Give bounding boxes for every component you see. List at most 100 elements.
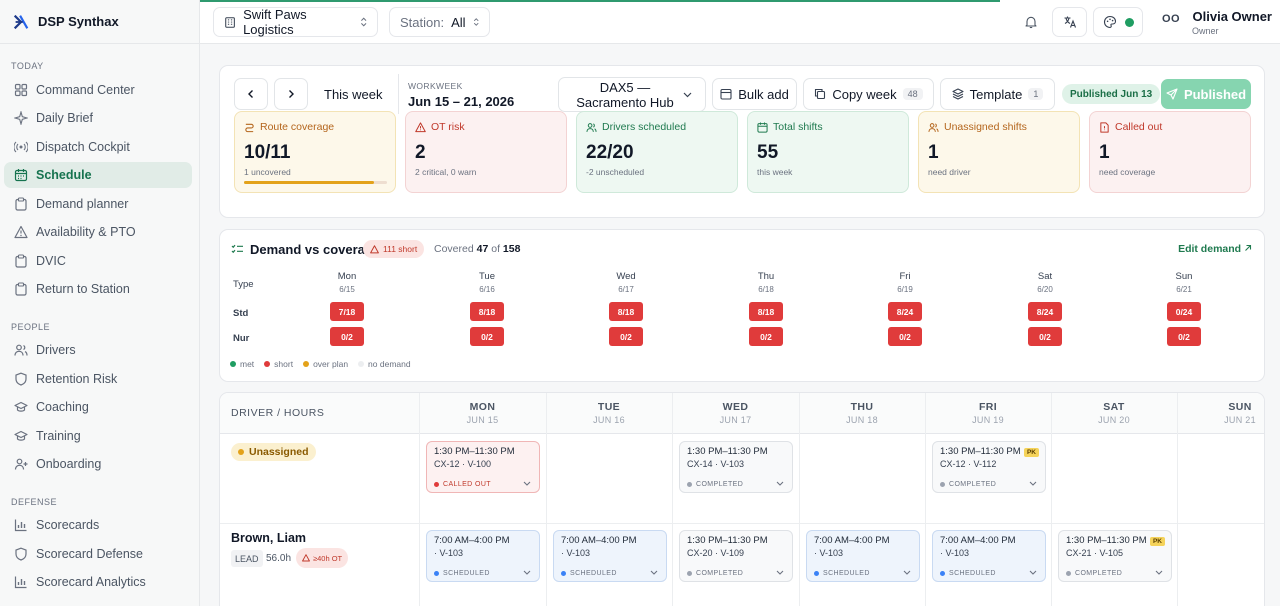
demand-cell-std[interactable]: 8/18 xyxy=(749,302,783,321)
sparkle-icon xyxy=(14,111,28,125)
sidebar-item-scorecards[interactable]: Scorecards xyxy=(4,512,192,538)
chevron-down-icon[interactable] xyxy=(1029,570,1037,575)
chevron-down-icon[interactable] xyxy=(650,570,658,575)
demand-cell-nur[interactable]: 0/2 xyxy=(470,327,504,346)
sidebar-item-scorecard-analytics[interactable]: Scorecard Analytics xyxy=(4,569,192,595)
theme-status-button[interactable] xyxy=(1093,7,1143,37)
template-button[interactable]: Template 1 xyxy=(940,78,1055,110)
users-icon xyxy=(14,344,28,356)
notifications-button[interactable] xyxy=(1016,7,1046,37)
chevron-down-icon[interactable] xyxy=(903,570,911,575)
sidebar-item-dvic[interactable]: DVIC xyxy=(4,248,192,274)
legend-label: over plan xyxy=(313,359,349,369)
demand-cell-nur[interactable]: 0/2 xyxy=(749,327,783,346)
demand-day-name: Tue xyxy=(478,271,496,282)
edit-demand-link[interactable]: Edit demand xyxy=(1178,243,1252,255)
sidebar-item-onboarding[interactable]: Onboarding xyxy=(4,451,192,477)
driver-name[interactable]: Brown, Liam xyxy=(231,531,307,545)
demand-cell-std[interactable]: 8/24 xyxy=(1028,302,1062,321)
broadcast-icon xyxy=(14,141,28,153)
shift-card[interactable]: 1:30 PM–11:30 PM CX-12 · V-112 COMPLETED PK xyxy=(932,441,1046,493)
sidebar-item-demand-planner[interactable]: Demand planner xyxy=(4,191,192,217)
route-icon xyxy=(245,123,254,132)
chevron-up-down-icon xyxy=(473,18,479,26)
sidebar-item-training[interactable]: Training xyxy=(4,423,192,449)
demand-cell-std[interactable]: 0/24 xyxy=(1167,302,1201,321)
sidebar-item-dispatch-cockpit[interactable]: Dispatch Cockpit xyxy=(4,134,192,160)
sidebar-item-label: Scorecards xyxy=(36,518,100,532)
online-status-dot xyxy=(1124,17,1134,27)
demand-cell-nur[interactable]: 0/2 xyxy=(888,327,922,346)
sidebar-item-availability-pto[interactable]: Availability & PTO xyxy=(4,219,192,245)
demand-cell-nur[interactable]: 0/2 xyxy=(1167,327,1201,346)
demand-day-header: Wed 6/17 xyxy=(596,271,656,294)
sidebar-item-coaching[interactable]: Coaching xyxy=(4,394,192,420)
sidebar-item-label: Scorecard Defense xyxy=(36,547,144,561)
schedule-header-row: DRIVER / HOURS MON JUN 15 TUE JUN 16 WED JUN … xyxy=(220,393,1264,434)
shift-status-label: COMPLETED xyxy=(949,481,997,488)
shift-card[interactable]: 7:00 AM–4:00 PM · V-103 SCHEDULED xyxy=(426,530,540,582)
shift-status-dot xyxy=(434,571,439,576)
chevron-down-icon[interactable] xyxy=(523,481,531,486)
demand-cell-nur[interactable]: 0/2 xyxy=(1028,327,1062,346)
chevron-down-icon[interactable] xyxy=(776,481,784,486)
demand-cell-nur[interactable]: 0/2 xyxy=(330,327,364,346)
this-week-button[interactable]: This week xyxy=(324,87,383,102)
demand-cell-nur[interactable]: 0/2 xyxy=(609,327,643,346)
shift-time: 1:30 PM–11:30 PM xyxy=(434,446,515,457)
sidebar-item-return-to-station[interactable]: Return to Station xyxy=(4,276,192,302)
demand-cell-std[interactable]: 8/24 xyxy=(888,302,922,321)
row-divider xyxy=(220,523,1264,524)
legend-dot-short xyxy=(264,361,271,367)
sidebar-item-label: Scorecard Analytics xyxy=(36,575,146,589)
avatar[interactable]: OO xyxy=(1162,13,1181,25)
station-hub-select[interactable]: DAX5 — Sacramento Hub xyxy=(558,77,706,112)
chevron-down-icon[interactable] xyxy=(1029,481,1037,486)
bulk-add-button[interactable]: Bulk add xyxy=(712,78,797,110)
sidebar-item-retention-risk[interactable]: Retention Risk xyxy=(4,366,192,392)
company-select[interactable]: Swift Paws Logistics xyxy=(213,7,378,37)
stat-unassigned-shifts[interactable]: Unassigned shifts 1 need driver xyxy=(918,111,1080,193)
demand-cell-std[interactable]: 8/18 xyxy=(609,302,643,321)
chevron-down-icon[interactable] xyxy=(523,570,531,575)
sidebar-item-schedule[interactable]: Schedule xyxy=(4,162,192,188)
translate-icon xyxy=(1064,16,1076,28)
sidebar-item-daily-brief[interactable]: Daily Brief xyxy=(4,105,192,131)
copy-week-button[interactable]: Copy week 48 xyxy=(803,78,934,110)
legend-dot-none xyxy=(358,361,365,367)
next-week-button[interactable] xyxy=(274,78,308,110)
demand-cell-std[interactable]: 8/18 xyxy=(470,302,504,321)
shift-card[interactable]: 7:00 AM–4:00 PM · V-103 SCHEDULED xyxy=(806,530,920,582)
demand-day-name: Sun xyxy=(1175,271,1193,282)
published-button[interactable]: Published xyxy=(1161,79,1251,109)
station-select[interactable]: Station: All xyxy=(389,7,490,37)
stat-route-coverage[interactable]: Route coverage 10/11 1 uncovered xyxy=(234,111,396,193)
palette-icon xyxy=(1103,15,1116,29)
shift-card[interactable]: 7:00 AM–4:00 PM · V-103 SCHEDULED xyxy=(553,530,667,582)
brand[interactable]: DSP Synthax xyxy=(0,0,199,44)
shift-route: CX-21 · V-105 xyxy=(1066,548,1124,558)
chevron-down-icon[interactable] xyxy=(1155,570,1163,575)
stat-ot-risk[interactable]: OT risk 2 2 critical, 0 warn xyxy=(405,111,567,193)
shift-card[interactable]: 1:30 PM–11:30 PM CX-20 · V-109 COMPLETED xyxy=(679,530,793,582)
shift-card[interactable]: 1:30 PM–11:30 PM CX-21 · V-105 COMPLETED PK xyxy=(1058,530,1172,582)
shift-card[interactable]: 1:30 PM–11:30 PM CX-14 · V-103 COMPLETED xyxy=(679,441,793,493)
stat-called-out[interactable]: Called out 1 need coverage xyxy=(1089,111,1251,193)
stat-total-shifts[interactable]: Total shifts 55 this week xyxy=(747,111,909,193)
language-button[interactable] xyxy=(1052,7,1087,37)
demand-day-name: Thu xyxy=(757,271,775,282)
shift-card[interactable]: 7:00 AM–4:00 PM · V-103 SCHEDULED xyxy=(932,530,1046,582)
prev-week-button[interactable] xyxy=(234,78,268,110)
stat-value: 1 xyxy=(1099,142,1110,163)
covered-prefix: Covered xyxy=(434,243,474,255)
chevron-down-icon[interactable] xyxy=(776,570,784,575)
user-name[interactable]: Olivia Owner xyxy=(1192,9,1272,24)
demand-cell-std[interactable]: 7/18 xyxy=(330,302,364,321)
sidebar-item-drivers[interactable]: Drivers xyxy=(4,337,192,363)
stat-drivers-scheduled[interactable]: Drivers scheduled 22/20 -2 unscheduled xyxy=(576,111,738,193)
shift-status: SCHEDULED xyxy=(940,570,996,577)
sidebar-item-scorecard-defense[interactable]: Scorecard Defense xyxy=(4,541,192,567)
stat-value: 10/11 xyxy=(244,142,291,163)
sidebar-item-command-center[interactable]: Command Center xyxy=(4,77,192,103)
shift-card[interactable]: 1:30 PM–11:30 PM CX-12 · V-100 CALLED OUT xyxy=(426,441,540,493)
